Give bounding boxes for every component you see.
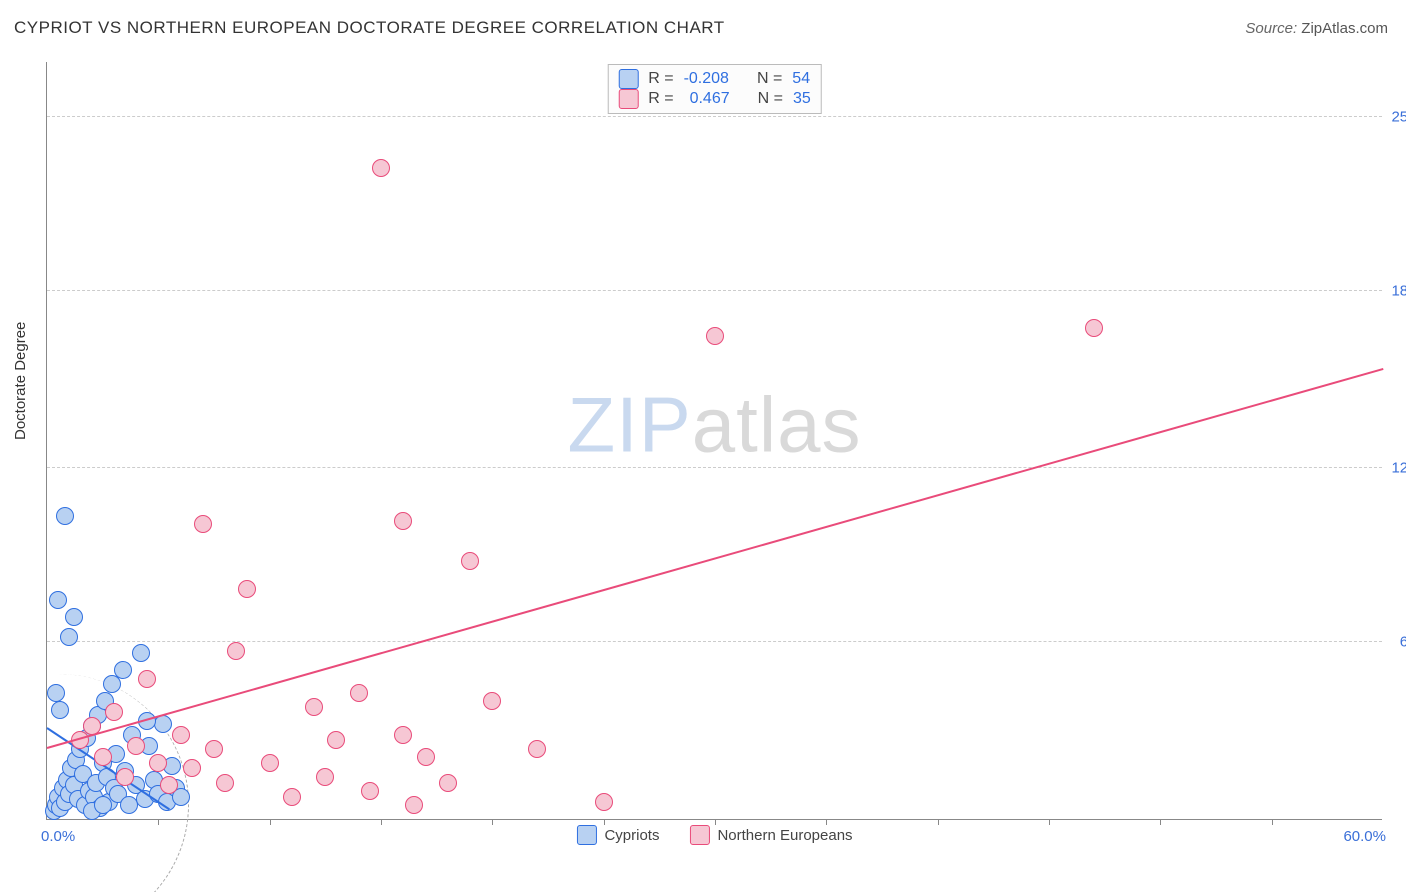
data-point [172, 726, 190, 744]
y-tick-label: 18.8% [1386, 283, 1406, 300]
x-tick-mark [492, 819, 493, 825]
gridline [47, 467, 1382, 468]
n-label: N = [758, 90, 783, 108]
x-tick-mark [604, 819, 605, 825]
data-point [327, 731, 345, 749]
r-value-northern: 0.467 [684, 90, 730, 108]
watermark-zip: ZIP [567, 381, 691, 469]
legend-label-cypriots: Cypriots [604, 827, 659, 844]
watermark: ZIPatlas [567, 380, 861, 471]
n-value-cypriots: 54 [792, 70, 810, 88]
swatch-cypriots [576, 825, 596, 845]
data-point [316, 768, 334, 786]
data-point [483, 692, 501, 710]
x-tick-mark [1049, 819, 1050, 825]
r-label: R = [648, 90, 673, 108]
data-point [183, 759, 201, 777]
data-point [1085, 319, 1103, 337]
data-point [350, 684, 368, 702]
chart-title: CYPRIOT VS NORTHERN EUROPEAN DOCTORATE D… [14, 18, 725, 38]
legend-label-northern: Northern Europeans [717, 827, 852, 844]
trend-line [47, 368, 1384, 749]
data-point [205, 740, 223, 758]
source-attribution: Source: ZipAtlas.com [1245, 20, 1388, 37]
gridline [47, 116, 1382, 117]
x-tick-mark [938, 819, 939, 825]
x-tick-mark [826, 819, 827, 825]
data-point [132, 644, 150, 662]
y-tick-label: 12.5% [1386, 460, 1406, 477]
gridline [47, 641, 1382, 642]
x-tick-mark [1160, 819, 1161, 825]
data-point [361, 782, 379, 800]
data-point [372, 159, 390, 177]
gridline [47, 290, 1382, 291]
swatch-cypriots [618, 69, 638, 89]
data-point [595, 793, 613, 811]
data-point [160, 776, 178, 794]
data-point [216, 774, 234, 792]
r-label: R = [648, 70, 673, 88]
data-point [283, 788, 301, 806]
data-point [116, 768, 134, 786]
data-point [394, 726, 412, 744]
x-tick-mark [715, 819, 716, 825]
data-point [65, 608, 83, 626]
data-point [528, 740, 546, 758]
scatter-plot-area: ZIPatlas R = -0.208 N = 54 R = 0.467 N =… [46, 62, 1382, 820]
correlation-legend: R = -0.208 N = 54 R = 0.467 N = 35 [607, 64, 822, 114]
swatch-northern [618, 89, 638, 109]
legend-item-cypriots: Cypriots [576, 825, 659, 845]
data-point [105, 703, 123, 721]
x-tick-mark [1272, 819, 1273, 825]
data-point [127, 737, 145, 755]
data-point [261, 754, 279, 772]
watermark-atlas: atlas [692, 381, 862, 469]
data-point [227, 642, 245, 660]
data-point [94, 748, 112, 766]
source-value: ZipAtlas.com [1301, 20, 1388, 37]
legend-item-northern: Northern Europeans [689, 825, 852, 845]
data-point [49, 591, 67, 609]
data-point [51, 701, 69, 719]
legend-row-cypriots: R = -0.208 N = 54 [618, 69, 811, 89]
y-tick-label: 25.0% [1386, 109, 1406, 126]
data-point [114, 661, 132, 679]
data-point [706, 327, 724, 345]
data-point [149, 754, 167, 772]
x-tick-mark [381, 819, 382, 825]
swatch-northern [689, 825, 709, 845]
source-label: Source: [1245, 20, 1297, 37]
data-point [305, 698, 323, 716]
data-point [394, 512, 412, 530]
data-point [405, 796, 423, 814]
y-axis-label: Doctorate Degree [12, 322, 29, 440]
data-point [56, 507, 74, 525]
r-value-cypriots: -0.208 [684, 70, 729, 88]
data-point [60, 628, 78, 646]
data-point [417, 748, 435, 766]
data-point [194, 515, 212, 533]
legend-row-northern: R = 0.467 N = 35 [618, 89, 811, 109]
x-axis-max-label: 60.0% [1343, 828, 1386, 845]
data-point [47, 684, 65, 702]
data-point [439, 774, 457, 792]
y-tick-label: 6.3% [1386, 634, 1406, 651]
data-point [94, 796, 112, 814]
n-label: N = [757, 70, 782, 88]
x-tick-mark [270, 819, 271, 825]
data-point [461, 552, 479, 570]
data-point [138, 670, 156, 688]
series-legend: Cypriots Northern Europeans [576, 825, 852, 845]
n-value-northern: 35 [793, 90, 811, 108]
data-point [238, 580, 256, 598]
